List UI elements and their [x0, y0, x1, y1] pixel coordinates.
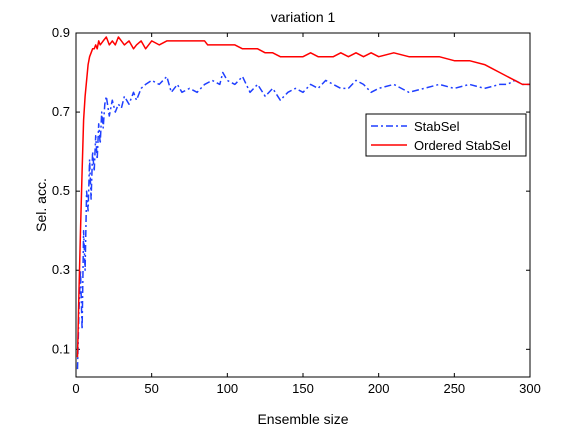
legend-label-stabsel: StabSel [414, 119, 460, 134]
x-axis-label: Ensemble size [257, 411, 348, 427]
y-tick-label: 0.9 [52, 25, 70, 40]
x-tick-label: 50 [144, 381, 158, 396]
chart-title: variation 1 [271, 9, 336, 25]
x-axis-ticks: 0 50 100 150 200 250 300 [72, 33, 541, 396]
y-tick-label: 0.5 [52, 183, 70, 198]
x-tick-label: 0 [72, 381, 79, 396]
series-layer [76, 36, 530, 370]
x-tick-label: 200 [368, 381, 390, 396]
legend-label-ordered-stabsel: Ordered StabSel [414, 138, 511, 153]
x-tick-label: 300 [519, 381, 541, 396]
legend-box [365, 113, 527, 157]
series-line-stabsel [76, 71, 530, 370]
y-tick-label: 0.7 [52, 104, 70, 119]
y-axis-ticks: 0.1 0.3 0.5 0.7 0.9 [52, 25, 530, 356]
x-tick-label: 100 [216, 381, 238, 396]
plot-frame [75, 32, 531, 378]
plot-background [76, 33, 530, 377]
y-tick-label: 0.1 [52, 341, 70, 356]
series-line-ordered-stabsel [76, 36, 530, 358]
x-tick-label: 250 [443, 381, 465, 396]
x-tick-label: 150 [292, 381, 314, 396]
y-tick-label: 0.3 [52, 262, 70, 277]
legend: StabSel Ordered StabSel [365, 113, 527, 157]
y-axis-label: Sel. acc. [33, 178, 49, 232]
